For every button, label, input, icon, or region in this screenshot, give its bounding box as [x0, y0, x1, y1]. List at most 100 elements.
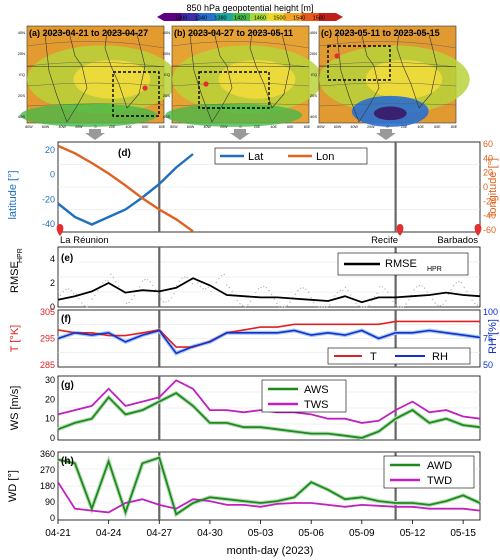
y-tick-label-right: 50	[483, 360, 493, 370]
x-tick-label: 04-30	[197, 528, 223, 539]
map-lat-tick: 20N	[18, 51, 25, 56]
map-lon-tick: 40W	[351, 125, 359, 129]
rmse-scatter-point	[139, 286, 141, 288]
colorbar-cell	[301, 13, 320, 21]
rmse-scatter-point	[270, 293, 273, 296]
panel-tag: (e)	[61, 253, 73, 264]
y-tick-label: 285	[40, 360, 55, 370]
rmse-scatter-point	[228, 286, 231, 289]
location-pin-icon	[142, 85, 148, 91]
rmse-scatter-point	[476, 304, 479, 307]
rmse-scatter-point	[371, 300, 373, 302]
rmse-scatter-point	[405, 303, 407, 305]
rmse-scatter-point	[173, 293, 175, 295]
map-lon-tick: 40E	[418, 125, 425, 129]
rmse-scatter-point	[236, 299, 238, 302]
lon-series-line	[57, 144, 194, 233]
rmse-scatter-point	[458, 281, 460, 283]
y-tick-label: 360	[40, 449, 55, 459]
map-lat-tick: 40N	[163, 30, 170, 35]
map-lon-tick: 20W	[367, 125, 375, 129]
rmse-scatter-point	[431, 298, 434, 301]
map-contour-line	[26, 41, 165, 49]
rmse-scatter-point	[408, 299, 410, 301]
colorbar-tick-label: 1540	[293, 16, 305, 22]
map-lat-tick: 20N	[310, 51, 317, 56]
map-contour-region	[218, 59, 296, 99]
rmse-scatter-point	[421, 285, 423, 287]
rmse-scatter-point	[247, 304, 249, 306]
rmse-scatter-point	[244, 306, 246, 308]
rmse-scatter-point	[260, 286, 262, 289]
map-lon-tick: 60W	[187, 125, 195, 129]
map-contour-line	[318, 82, 457, 87]
rmse-scatter-point	[89, 305, 91, 307]
rmse-scatter-point	[110, 273, 112, 275]
rmse-scatter-point	[423, 287, 426, 289]
map-contour-line	[171, 41, 310, 49]
map-lat-tick: 40S	[310, 114, 317, 119]
rmse-scatter-point	[336, 291, 339, 294]
panel-tag: (d)	[118, 148, 131, 159]
rmse-scatter-point	[313, 301, 315, 303]
rmse-scatter-point	[168, 300, 170, 302]
rmse-scatter-point	[339, 289, 341, 292]
rmse-scatter-point	[255, 291, 257, 294]
rmse-scatter-point	[239, 303, 241, 305]
location-label: Barbados	[437, 235, 478, 246]
rmse-scatter-point	[450, 289, 452, 291]
map-lat-tick: 20S	[310, 93, 317, 98]
map-label: (b) 2023-04-27 to 2023-05-11	[174, 28, 293, 38]
rmse-scatter-point	[96, 290, 99, 292]
rmse-scatter-point	[154, 289, 157, 291]
map-lon-tick: 40E	[271, 125, 278, 129]
map-coastline	[336, 31, 380, 123]
map-lat-tick: 20N	[163, 51, 170, 56]
rmse-scatter-point	[373, 295, 376, 298]
rmse-scatter-point	[170, 297, 173, 299]
map-low-pressure-core	[373, 106, 407, 121]
rmse-scatter-point	[205, 288, 207, 290]
colorbar-tick-label: 1340	[195, 16, 207, 22]
rmse-scatter-point	[75, 293, 78, 295]
rmse-scatter-point	[62, 291, 64, 293]
colorbar-cell	[232, 13, 251, 21]
y-tick-label: 0	[50, 513, 55, 523]
rmse-scatter-point	[305, 288, 307, 290]
x-tick-label: 05-15	[450, 528, 476, 539]
legend: Lat Lon	[214, 147, 368, 165]
map-contour-line	[318, 41, 457, 49]
x-tick-label: 05-12	[400, 528, 426, 539]
rmse-scatter-point	[294, 293, 297, 295]
x-tick-label: 04-27	[146, 528, 172, 539]
legend: RMSE HPR	[337, 252, 469, 276]
rmse-scatter-point	[376, 292, 378, 294]
y-tick-label: 0	[50, 170, 55, 180]
rmse-scatter-point	[379, 286, 381, 288]
map-lon-tick: 80E	[451, 125, 458, 129]
map-lon-tick: 0	[387, 125, 389, 129]
y-tick-label: 10	[45, 414, 55, 424]
location-pin-icon	[203, 81, 209, 87]
panel-d-lat-lon: (d) 20 0 -20 -40 60 40 20 0 -20 -40 -60 latitude [°]…	[7, 139, 499, 246]
legend-label-rmse-subscript: HPR	[427, 266, 442, 273]
map-region-box	[327, 45, 391, 81]
map-panel: (c) 2023-05-11 to 2023-05-15 40N 20N EQ 20S 4…	[310, 25, 470, 129]
legend-box	[337, 252, 469, 276]
legend-label-tws: TWS	[304, 399, 328, 411]
panel-f-temperature-humidity: (f) 305 295 285 100 75 50 T [°K] RH [%] T RH	[9, 307, 499, 370]
map-coastline	[189, 31, 233, 123]
legend: AWS TWS	[261, 379, 347, 413]
rmse-scatter-point	[302, 287, 304, 289]
rmse-scatter-point	[162, 300, 165, 303]
colorbar-cell	[267, 13, 285, 21]
rmse-scatter-point	[426, 291, 428, 293]
rmse-scatter-point	[160, 298, 162, 300]
rmse-scatter-point	[384, 288, 386, 290]
rmse-scatter-point	[315, 305, 318, 308]
rmse-scatter-point	[220, 275, 223, 277]
rmse-scatter-point	[284, 306, 286, 308]
map-contour-line	[318, 103, 457, 107]
